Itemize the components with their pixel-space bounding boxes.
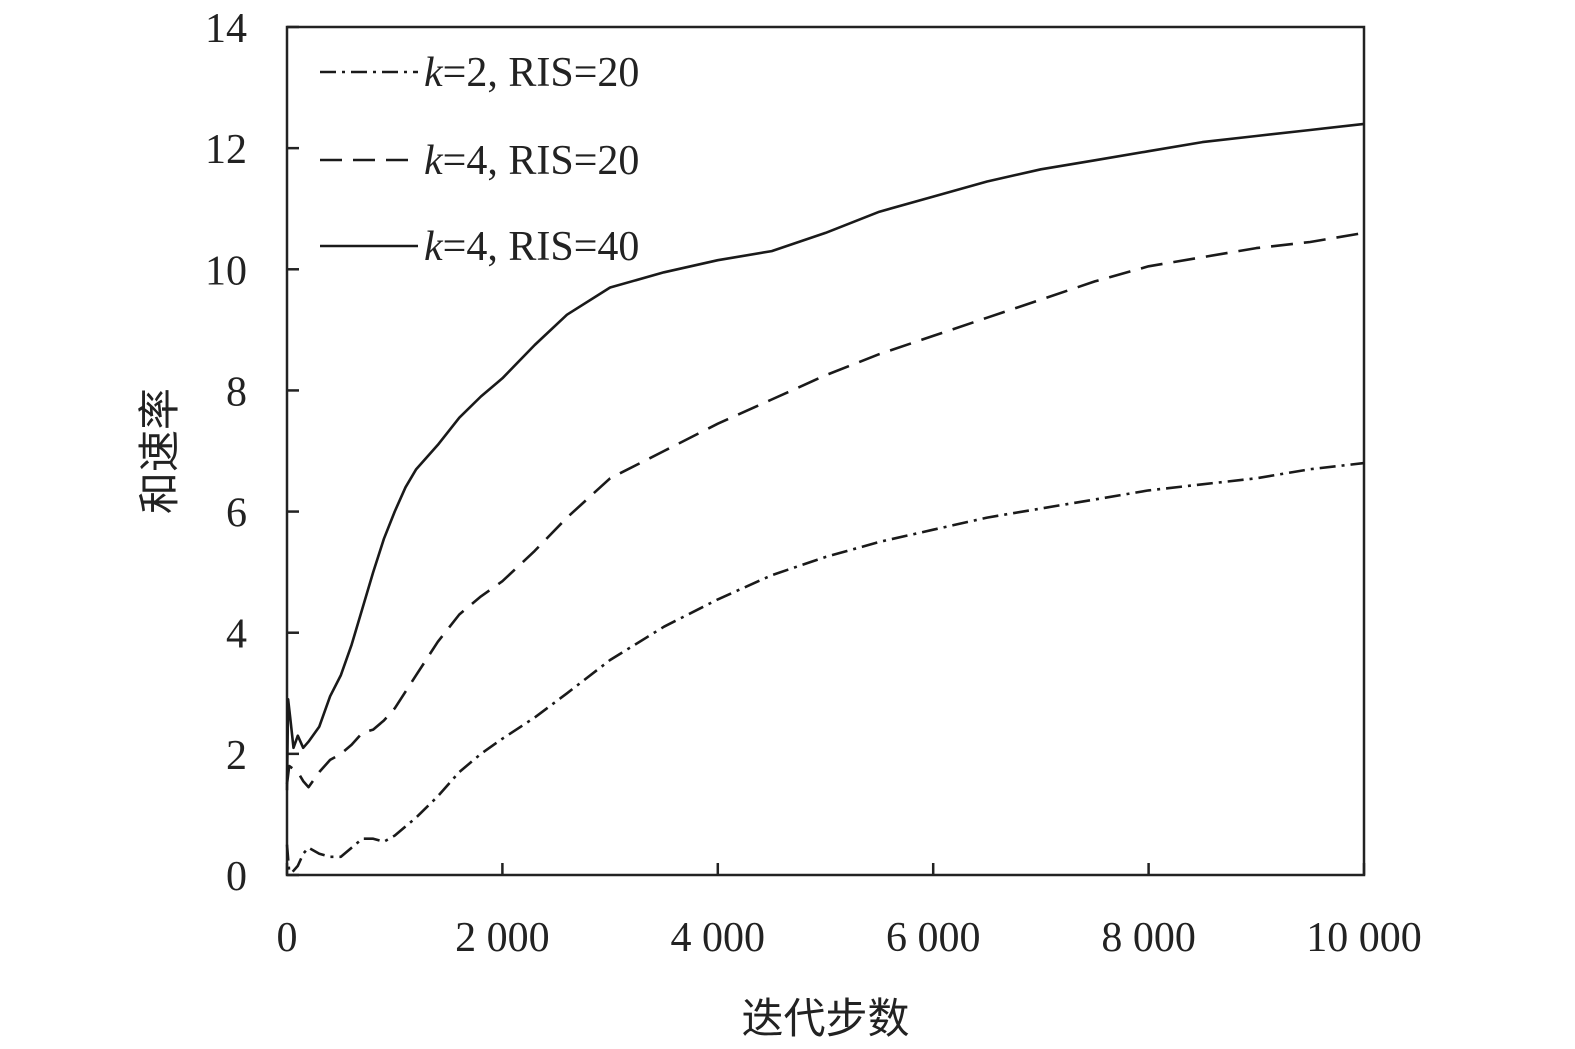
plot-frame [285,25,1366,877]
series-lines [285,122,1365,874]
y-axis-title: 和速率 [135,388,184,514]
series-line-2 [285,231,1365,789]
y-tick-label: 14 [205,6,247,52]
legend: k=2, RIS=20 k=4, RIS=20 k=4, RIS=40 [320,50,639,270]
x-axis-ticks: 0 2 000 4 000 6 000 8 000 10 000 [277,863,1422,961]
y-tick-label: 12 [205,127,247,173]
x-tick-label: 4 000 [671,915,766,961]
legend-label-3: k=4, RIS=40 [424,224,639,270]
legend-label-2: k=4, RIS=20 [424,138,639,184]
x-tick-label: 8 000 [1101,915,1196,961]
y-tick-label: 0 [226,854,247,900]
x-tick-label: 2 000 [455,915,550,961]
x-tick-label: 10 000 [1306,915,1422,961]
y-axis-ticks: 0 2 4 6 8 10 12 14 [205,6,299,900]
legend-label-1: k=2, RIS=20 [424,50,639,96]
series-line-1 [285,461,1365,874]
y-tick-label: 2 [226,733,247,779]
y-tick-label: 8 [226,369,247,415]
y-tick-label: 4 [226,612,247,658]
series-line-3 [285,122,1365,791]
x-tick-label: 6 000 [886,915,981,961]
x-tick-label: 0 [277,915,298,961]
plot-border [285,25,1366,877]
y-tick-label: 6 [226,491,247,537]
x-axis-title: 迭代步数 [741,994,909,1043]
y-tick-label: 10 [205,248,247,294]
